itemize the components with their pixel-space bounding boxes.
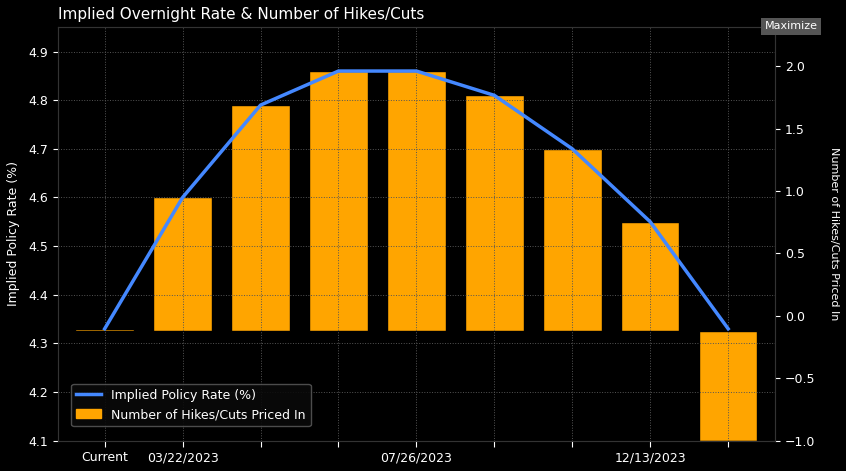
Bar xyxy=(75,329,134,331)
Y-axis label: Number of Hikes/Cuts Priced In: Number of Hikes/Cuts Priced In xyxy=(829,147,839,321)
Bar xyxy=(699,331,757,441)
Y-axis label: Implied Policy Rate (%): Implied Policy Rate (%) xyxy=(7,162,20,307)
Text: Maximize: Maximize xyxy=(765,21,817,31)
Bar xyxy=(153,197,212,331)
Text: Implied Overnight Rate & Number of Hikes/Cuts: Implied Overnight Rate & Number of Hikes… xyxy=(58,7,424,22)
Bar xyxy=(621,222,679,331)
Bar xyxy=(465,95,524,331)
Bar xyxy=(543,149,602,331)
Legend: Implied Policy Rate (%), Number of Hikes/Cuts Priced In: Implied Policy Rate (%), Number of Hikes… xyxy=(71,384,310,426)
Bar xyxy=(310,71,368,331)
Bar xyxy=(387,71,446,331)
Bar xyxy=(231,105,289,331)
